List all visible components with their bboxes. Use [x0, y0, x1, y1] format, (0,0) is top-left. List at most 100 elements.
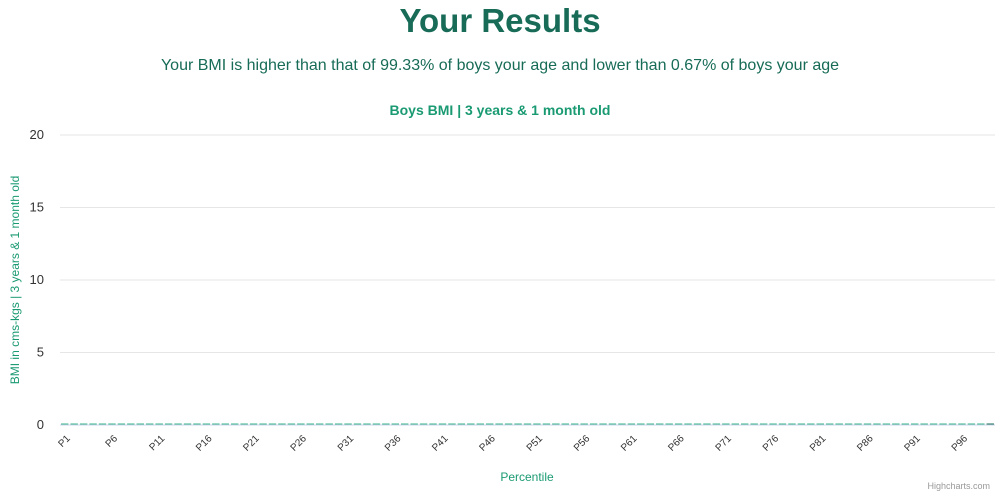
bar-p19[interactable]	[231, 423, 239, 426]
bar-p36[interactable]	[391, 423, 399, 426]
bar-p8[interactable]	[127, 423, 135, 426]
bar-p40[interactable]	[429, 423, 437, 426]
bar-p28[interactable]	[316, 423, 324, 426]
bar-p2[interactable]	[70, 423, 78, 426]
bar-p53[interactable]	[552, 423, 560, 426]
bar-p27[interactable]	[306, 423, 314, 426]
bar-p59[interactable]	[608, 423, 617, 426]
bar-p23[interactable]	[268, 423, 277, 426]
bar-p60[interactable]	[618, 423, 626, 426]
bar-p61[interactable]	[627, 423, 636, 426]
bar-p34[interactable]	[372, 423, 381, 426]
bar-p32[interactable]	[353, 423, 362, 426]
bar-p91[interactable]	[911, 423, 919, 426]
bar-p90[interactable]	[901, 423, 909, 426]
bar-p62[interactable]	[637, 423, 645, 426]
bar-p55[interactable]	[571, 423, 579, 426]
bar-p84[interactable]	[844, 423, 853, 426]
bar-p65[interactable]	[665, 423, 673, 426]
bar-p49[interactable]	[514, 423, 522, 426]
bar-p80[interactable]	[807, 423, 815, 426]
bar-p13[interactable]	[174, 423, 182, 426]
bar-p70[interactable]	[712, 423, 721, 426]
bar-p39[interactable]	[419, 423, 428, 426]
bar-p89[interactable]	[892, 423, 900, 426]
bar-p75[interactable]	[759, 423, 768, 426]
bar-p26[interactable]	[297, 423, 305, 426]
bar-p4[interactable]	[89, 423, 97, 426]
bar-p33[interactable]	[363, 423, 371, 426]
bar-p14[interactable]	[183, 423, 192, 426]
bar-p98[interactable]	[977, 423, 985, 426]
bar-p73[interactable]	[741, 423, 749, 426]
bar-p69[interactable]	[703, 423, 711, 426]
bar-p1[interactable]	[61, 423, 69, 426]
bar-p37[interactable]	[401, 423, 409, 426]
bar-p47[interactable]	[495, 423, 503, 426]
bar-p67[interactable]	[684, 423, 692, 426]
bar-p11[interactable]	[155, 423, 163, 426]
bar-p87[interactable]	[873, 423, 881, 426]
bar-p16[interactable]	[202, 423, 211, 426]
bar-p6[interactable]	[108, 423, 116, 426]
bar-p64[interactable]	[656, 423, 664, 426]
bar-p78[interactable]	[788, 423, 796, 426]
bar-p7[interactable]	[117, 423, 126, 426]
bar-p79[interactable]	[797, 423, 806, 426]
bar-p21[interactable]	[249, 423, 258, 426]
bar-p94[interactable]	[939, 423, 947, 426]
bar-p58[interactable]	[599, 423, 607, 426]
bar-p15[interactable]	[193, 423, 201, 426]
bar-p18[interactable]	[221, 423, 229, 426]
bar-p9[interactable]	[136, 423, 144, 426]
bar-p85[interactable]	[854, 423, 862, 426]
bar-p63[interactable]	[646, 423, 654, 426]
bar-p86[interactable]	[863, 423, 872, 426]
bar-p30[interactable]	[334, 423, 343, 426]
bar-p20[interactable]	[240, 423, 248, 426]
bar-p97[interactable]	[967, 423, 976, 426]
bar-p82[interactable]	[826, 423, 834, 426]
bar-p31[interactable]	[344, 423, 352, 426]
bar-p3[interactable]	[79, 423, 88, 426]
bar-p92[interactable]	[920, 423, 928, 426]
bar-p77[interactable]	[778, 423, 787, 426]
bar-p5[interactable]	[98, 423, 107, 426]
bar-p42[interactable]	[448, 423, 456, 426]
bar-p24[interactable]	[278, 423, 286, 426]
bar-p71[interactable]	[722, 423, 730, 426]
bar-p46[interactable]	[486, 423, 494, 426]
credits-link[interactable]: Highcharts.com	[927, 481, 990, 491]
bar-p35[interactable]	[382, 423, 390, 426]
bar-p12[interactable]	[164, 423, 173, 426]
bar-p22[interactable]	[259, 423, 267, 426]
bar-p66[interactable]	[674, 423, 683, 426]
bar-p54[interactable]	[561, 423, 569, 426]
bar-p29[interactable]	[325, 423, 333, 426]
bar-p41[interactable]	[438, 423, 447, 426]
bar-p68[interactable]	[693, 423, 702, 426]
bar-p57[interactable]	[589, 423, 598, 426]
bar-p10[interactable]	[146, 423, 154, 426]
bar-p95[interactable]	[948, 423, 957, 426]
bar-p48[interactable]	[504, 423, 513, 426]
bar-p25[interactable]	[287, 423, 296, 426]
bar-p44[interactable]	[467, 423, 475, 426]
bar-p45[interactable]	[476, 423, 484, 426]
bar-p96[interactable]	[958, 423, 966, 426]
bar-p52[interactable]	[542, 423, 551, 426]
bar-p38[interactable]	[410, 423, 418, 426]
bar-p72[interactable]	[731, 423, 739, 426]
bar-p43[interactable]	[457, 423, 466, 426]
bar-p99[interactable]	[986, 423, 994, 426]
bar-p76[interactable]	[769, 423, 777, 426]
bar-p51[interactable]	[533, 423, 541, 426]
bar-p74[interactable]	[750, 423, 758, 426]
bar-p93[interactable]	[929, 423, 938, 426]
bar-p83[interactable]	[835, 423, 843, 426]
bar-p56[interactable]	[580, 423, 588, 426]
bar-p17[interactable]	[212, 423, 220, 426]
bar-p88[interactable]	[882, 423, 891, 426]
bar-p50[interactable]	[523, 423, 532, 426]
bar-p81[interactable]	[816, 423, 824, 426]
